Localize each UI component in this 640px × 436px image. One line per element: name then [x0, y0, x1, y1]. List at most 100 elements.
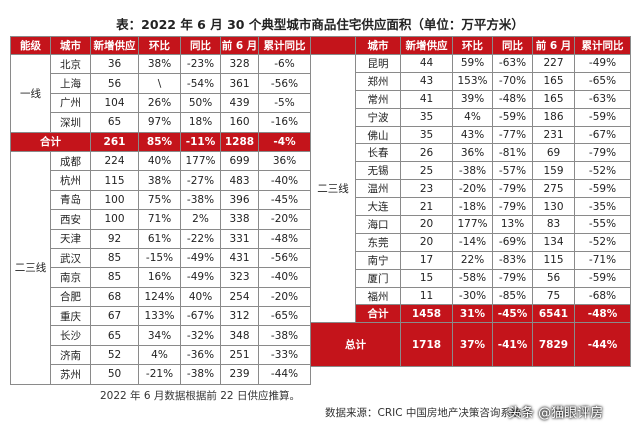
table-cell: -65% [258, 306, 311, 327]
table-cell: 56 [532, 268, 575, 288]
table-cell: -23% [180, 53, 221, 75]
table-cell: -65% [574, 71, 631, 91]
table-cell: 275 [532, 179, 575, 199]
table-cell: 431 [220, 247, 259, 269]
table-cell: -27% [180, 170, 221, 191]
table-cell: 36% [258, 150, 311, 172]
table-cell: -81% [492, 143, 533, 163]
column-header: 前 6 月 [220, 36, 259, 55]
table-cell: 67 [90, 306, 139, 327]
total-cell: 261 [90, 131, 139, 152]
table-cell: -79% [492, 268, 533, 288]
table-cell: 长春 [355, 143, 401, 163]
table-cell: 85 [90, 267, 139, 288]
table-cell: 35 [400, 125, 453, 145]
table-row: 武汉 85 -15% -49% 431 -56% [11, 247, 311, 269]
table-cell: 东莞 [355, 232, 401, 252]
table-row: 海口 20 177% 13% 83 -55% [311, 215, 631, 234]
watermark: 头条 @猫眼评房 [508, 406, 604, 421]
table-row: 常州 41 39% -48% 165 -63% [311, 89, 631, 109]
table-cell: -63% [492, 54, 533, 73]
table-cell: -45% [258, 189, 311, 211]
table-cell: -33% [258, 344, 311, 366]
table-cell: -59% [492, 107, 533, 127]
table-cell: 40% [180, 286, 221, 308]
table-cell: -79% [574, 143, 631, 163]
column-header: 城市 [50, 36, 91, 55]
table-cell: -44% [258, 364, 311, 385]
column-header: 累计同比 [574, 36, 631, 55]
table-cell: -38% [258, 325, 311, 346]
table-cell: 青岛 [50, 189, 91, 211]
table-cell: 439 [220, 92, 259, 114]
table-cell: 43% [452, 125, 493, 145]
subtotal-cell: 合计 [355, 304, 401, 324]
table-row: 二三线 成都 224 40% 177% 699 36% [10, 150, 311, 385]
table-cell: 佛山 [355, 125, 401, 145]
table-cell: 165 [532, 89, 575, 109]
table-cell: -67% [574, 125, 631, 145]
table-cell: -40% [258, 267, 311, 288]
table-cell: -38% [180, 364, 221, 385]
table-cell: 天津 [50, 228, 91, 249]
grand-total-cell: -44% [574, 322, 631, 368]
table-cell: 130 [532, 197, 575, 217]
table-cell: -38% [180, 189, 221, 211]
table-cell: -5% [258, 92, 311, 114]
table-cell: 广州 [50, 92, 91, 114]
table-cell: 396 [220, 189, 259, 211]
table-cell: 75 [532, 286, 575, 306]
grand-total-cell: 1718 [400, 322, 453, 368]
table-row: 苏州 50 -21% -38% 239 -44% [11, 364, 311, 385]
table-cell: 83 [532, 215, 575, 234]
table-cell: 15 [400, 268, 453, 288]
table-cell: 483 [220, 170, 259, 191]
column-header [310, 36, 356, 55]
column-header: 能级 [10, 36, 51, 55]
table-cell: 59% [452, 54, 493, 73]
subtotal-cell: 1458 [400, 304, 453, 324]
table-cell: -56% [258, 247, 311, 269]
supply-table-right: 城市 新增供应 环比 同比前 6 月累计同比 二三线 昆明 44 59% -63% 227 -49%… [310, 36, 631, 368]
table-row: 深圳 65 97% 18% 160 -16% [11, 112, 311, 133]
table-cell: -20% [258, 286, 311, 308]
column-header: 新增供应 [90, 36, 139, 55]
table-cell: -36% [180, 344, 221, 366]
table-cell: -83% [492, 250, 533, 270]
table-cell: 26 [400, 143, 453, 163]
table-cell: 159 [532, 161, 575, 181]
table-cell: 26% [138, 92, 181, 114]
table-cell: 177% [452, 215, 493, 234]
table-cell: 153% [452, 71, 493, 91]
table-row: 合肥 68 124% 40% 254 -20% [11, 286, 311, 308]
table-cell: 85 [90, 247, 139, 269]
table-cell: 124% [138, 286, 181, 308]
table-cell: -70% [492, 71, 533, 91]
table-cell: 23 [400, 179, 453, 199]
table-cell: 65 [90, 112, 139, 133]
table-cell: 北京 [50, 53, 91, 75]
table-cell: 56 [90, 73, 139, 94]
table-cell: -48% [492, 89, 533, 109]
table-row: 温州 23 -20% -79% 275 -59% [311, 179, 631, 199]
grand-total-cell: 总计 [310, 322, 401, 368]
total-cell: -4% [258, 131, 311, 152]
column-header: 累计同比 [258, 36, 311, 55]
table-cell: 52 [90, 344, 139, 366]
column-header: 前 6 月 [532, 36, 575, 55]
table-row: 合计 1458 31% -45% 6541 -48% [311, 304, 631, 324]
table-cell: 71% [138, 209, 181, 230]
table-cell: 长沙 [50, 325, 91, 346]
tier-label: 二三线 [310, 53, 356, 324]
table-cell: 50% [180, 92, 221, 114]
table-cell: 21 [400, 197, 453, 217]
table-cell: 成都 [50, 150, 91, 172]
table-cell: -14% [452, 232, 493, 252]
table-cell: 61% [138, 228, 181, 249]
table-cell: 186 [532, 107, 575, 127]
table-cell: 4% [138, 344, 181, 366]
table-cell: 无锡 [355, 161, 401, 181]
table-cell: -54% [180, 73, 221, 94]
subtotal-cell: 31% [452, 304, 493, 324]
table-cell: 16% [138, 267, 181, 288]
